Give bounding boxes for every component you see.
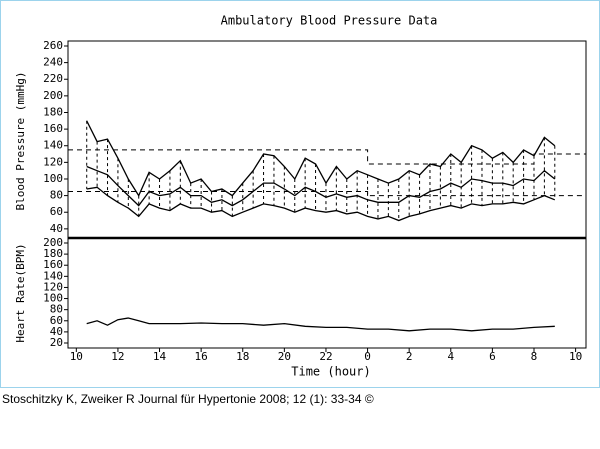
- x-tick-label: 10: [569, 350, 582, 363]
- y-tick-label: 60: [50, 314, 63, 327]
- y-tick-label: 260: [43, 39, 63, 52]
- x-tick-label: 6: [489, 350, 496, 363]
- x-tick-label: 2: [406, 350, 413, 363]
- x-tick-label: 14: [153, 350, 167, 363]
- x-tick-label: 4: [447, 350, 454, 363]
- y-tick-label: 60: [50, 205, 63, 218]
- y-tick-label: 200: [43, 236, 63, 249]
- y-tick-label: 160: [43, 258, 63, 271]
- x-tick-label: 0: [364, 350, 371, 363]
- x-tick-label: 8: [531, 350, 538, 363]
- plot-frame: [67, 40, 587, 349]
- y-tick-label: 40: [50, 325, 63, 338]
- y-tick-label: 80: [50, 189, 63, 202]
- caption: Stoschitzky K, Zweiker R Journal für Hyp…: [2, 392, 374, 406]
- y-tick-label: 40: [50, 222, 63, 235]
- data-line: [86, 120, 556, 197]
- data-line: [86, 186, 556, 222]
- y-tick-label: 100: [43, 292, 63, 305]
- limit-line: [68, 149, 586, 165]
- y-tick-label: 200: [43, 89, 63, 102]
- x-tick-label: 10: [70, 350, 83, 363]
- y-tick-label: 80: [50, 303, 63, 316]
- figure-frame: Ambulatory Blood Pressure Data Blood Pre…: [0, 0, 600, 388]
- y-tick-label: 220: [43, 72, 63, 85]
- limit-line: [68, 191, 586, 197]
- y-tick-label: 240: [43, 56, 63, 69]
- y-tick-label: 160: [43, 122, 63, 135]
- x-tick-label: 22: [319, 350, 332, 363]
- y-tick-label: 180: [43, 247, 63, 260]
- x-tick-label: 16: [195, 350, 208, 363]
- chart: Ambulatory Blood Pressure Data Blood Pre…: [14, 14, 587, 379]
- x-tick-label: 18: [236, 350, 249, 363]
- y-tick-label: 120: [43, 155, 63, 168]
- y-tick-label: 140: [43, 139, 63, 152]
- x-tick-label: 20: [278, 350, 291, 363]
- y-axis-label: Blood Pressure (mmHg): [14, 71, 27, 210]
- y-tick-label: 20: [50, 336, 63, 349]
- data-line: [86, 317, 555, 332]
- x-tick-label: 12: [111, 350, 124, 363]
- y-tick-label: 140: [43, 269, 63, 282]
- y-tick-label: 100: [43, 172, 63, 185]
- y-tick-label: 120: [43, 280, 63, 293]
- x-axis-label: Time (hour): [291, 365, 370, 379]
- y-tick-label: 180: [43, 105, 63, 118]
- chart-title: Ambulatory Blood Pressure Data: [221, 14, 438, 28]
- y-axis-label: Heart Rate(BPM): [14, 243, 27, 342]
- data-line: [86, 165, 556, 207]
